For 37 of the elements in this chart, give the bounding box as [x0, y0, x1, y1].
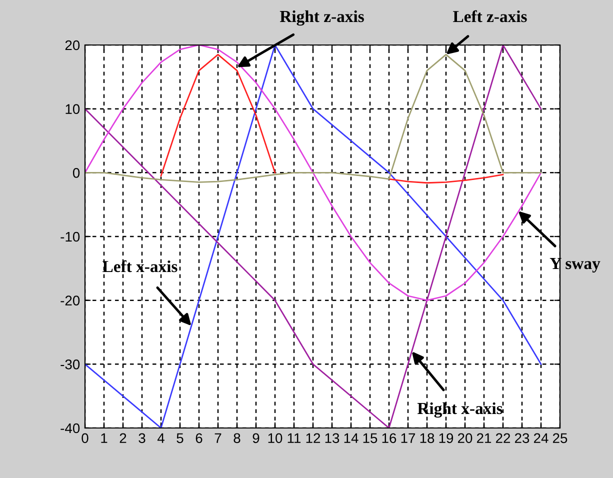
y-tick-label: -10	[60, 232, 80, 242]
x-tick-label: 13	[325, 433, 340, 444]
x-tick-label: 23	[514, 433, 530, 444]
y-tick-label: 10	[66, 104, 80, 114]
y-tick-label: 0	[72, 168, 80, 178]
x-tick-label: 14	[344, 433, 358, 443]
annotation: Left z-axis	[453, 10, 527, 22]
x-tick-label: 2	[120, 433, 126, 443]
x-tick-label: 4	[157, 433, 164, 443]
x-tick-label: 17	[401, 433, 416, 443]
x-tick-label: 12	[306, 433, 320, 443]
x-tick-label: 8	[234, 433, 240, 444]
x-tick-label: 25	[552, 433, 568, 444]
x-tick-label: 18	[420, 433, 434, 444]
x-tick-label: 9	[252, 433, 260, 444]
x-tick-label: 22	[496, 433, 510, 443]
x-tick-label: 3	[138, 433, 146, 444]
x-tick-label: 21	[476, 433, 492, 443]
x-tick-label: 6	[196, 433, 202, 444]
annotation: Right x-axis	[417, 402, 502, 418]
x-tick-label: 0	[82, 433, 88, 444]
x-tick-label: 16	[382, 433, 396, 444]
x-tick-label: 10	[268, 433, 282, 444]
x-tick-label: 24	[534, 433, 548, 443]
x-tick-label: 5	[176, 433, 184, 444]
y-tick-label: -20	[60, 296, 80, 306]
y-tick-label: -40	[60, 423, 80, 434]
annotation: Right z-axis	[280, 10, 364, 26]
x-tick-label: 1	[101, 433, 108, 443]
y-tick-label: 20	[65, 40, 80, 50]
x-tick-label: 20	[458, 433, 472, 444]
x-tick-label: 15	[363, 433, 378, 444]
y-tick-label: -30	[60, 360, 80, 370]
x-tick-label: 7	[214, 433, 222, 443]
x-tick-label: 11	[288, 433, 301, 443]
line-series	[85, 45, 542, 302]
x-tick-label: 19	[439, 433, 454, 444]
